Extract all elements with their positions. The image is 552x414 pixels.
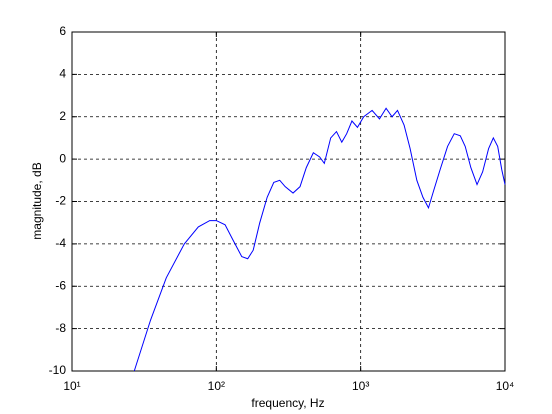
x-tick-label: 10¹: [63, 379, 80, 393]
axes-box: [71, 31, 506, 372]
y-tick-label: -8: [55, 321, 66, 335]
y-tick-label: 4: [59, 67, 66, 81]
y-tick-label: 0: [59, 151, 66, 165]
x-tick-label: 10⁴: [496, 379, 515, 393]
y-tick-label: -10: [49, 363, 67, 377]
y-tick-label: -2: [55, 194, 66, 208]
y-tick-label: 2: [59, 109, 66, 123]
x-tick-label: 10²: [208, 379, 225, 393]
x-tick-label: 10³: [352, 379, 369, 393]
data-line: [133, 107, 506, 372]
y-tick-label: -6: [55, 278, 66, 292]
y-axis-label: magnitude, dB: [30, 162, 44, 239]
y-tick-label: 6: [59, 24, 66, 38]
y-tick-label: -4: [55, 236, 66, 250]
x-axis-label: frequency, Hz: [251, 396, 324, 410]
